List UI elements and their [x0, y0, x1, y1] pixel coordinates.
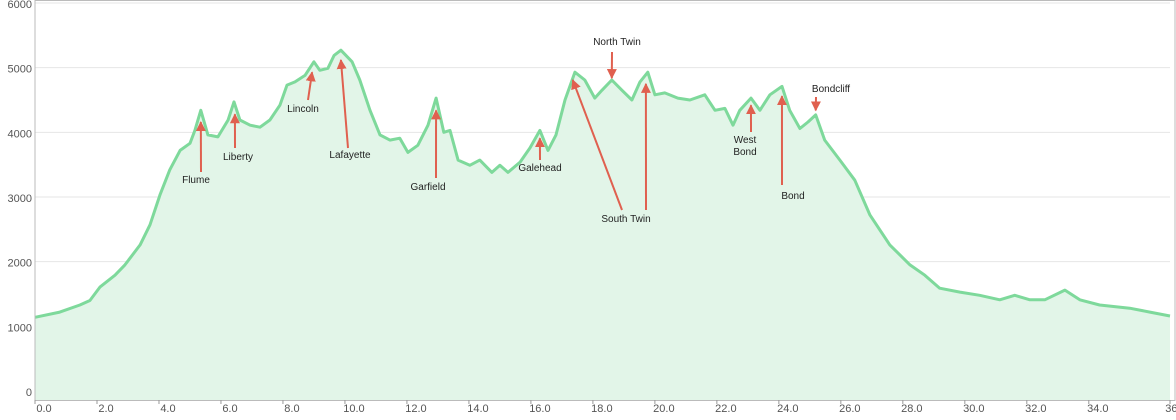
- y-tick-label: 4000: [8, 128, 32, 140]
- y-tick-label: 3000: [8, 193, 32, 205]
- x-tick-label: 6.0: [222, 403, 237, 415]
- x-tick-label: 22.0: [715, 403, 736, 415]
- annotation-arrow: [571, 79, 623, 211]
- x-tick-label: 32.0: [1025, 403, 1046, 415]
- x-tick-label: 18.0: [591, 403, 612, 415]
- annotation-label: Garfield: [410, 182, 446, 193]
- y-tick-label: 0: [26, 387, 32, 399]
- elevation-line: [34, 48, 1171, 319]
- x-tick-label: 12.0: [405, 403, 426, 415]
- annotation-arrow: [305, 71, 316, 101]
- plot-frame: [34, 0, 1176, 401]
- annotation-label: Lafayette: [329, 150, 371, 161]
- x-tick-label: 30.0: [963, 403, 984, 415]
- y-tick-label: 2000: [8, 258, 32, 270]
- annotation-label: Bond: [781, 191, 805, 202]
- x-tick-label: 34.0: [1087, 403, 1108, 415]
- x-tick-label: 2.0: [98, 403, 113, 415]
- x-tick-label: 10.0: [343, 403, 364, 415]
- x-tick-label: 4.0: [160, 403, 175, 415]
- annotation-label: Liberty: [222, 152, 253, 163]
- annotation-label: North Twin: [593, 37, 641, 48]
- x-tick-label: 8.0: [284, 403, 299, 415]
- annotation-arrow: [336, 58, 349, 149]
- y-tick-label: 1000: [8, 322, 32, 334]
- y-tick-label: 5000: [8, 64, 32, 76]
- annotation-label: Lincoln: [287, 104, 319, 115]
- x-tick-label: 36.62: [1165, 403, 1176, 415]
- x-tick-label: 0.0: [36, 403, 51, 415]
- x-tick-label: 24.0: [777, 403, 798, 415]
- annotation-label: West Bond: [733, 135, 757, 158]
- annotation-label: Galehead: [518, 163, 562, 174]
- annotation-label: Flume: [182, 175, 210, 186]
- x-tick-label: 16.0: [529, 403, 550, 415]
- annotation-label: Bondcliff: [811, 84, 851, 95]
- x-tick-label: 26.0: [839, 403, 860, 415]
- y-tick-label: 6000: [8, 0, 32, 11]
- x-tick-label: 20.0: [653, 403, 674, 415]
- area-fill: [35, 50, 1170, 400]
- annotation-label: South Twin: [601, 214, 651, 225]
- x-tick-label: 28.0: [901, 403, 922, 415]
- x-tick-label: 14.0: [467, 403, 488, 415]
